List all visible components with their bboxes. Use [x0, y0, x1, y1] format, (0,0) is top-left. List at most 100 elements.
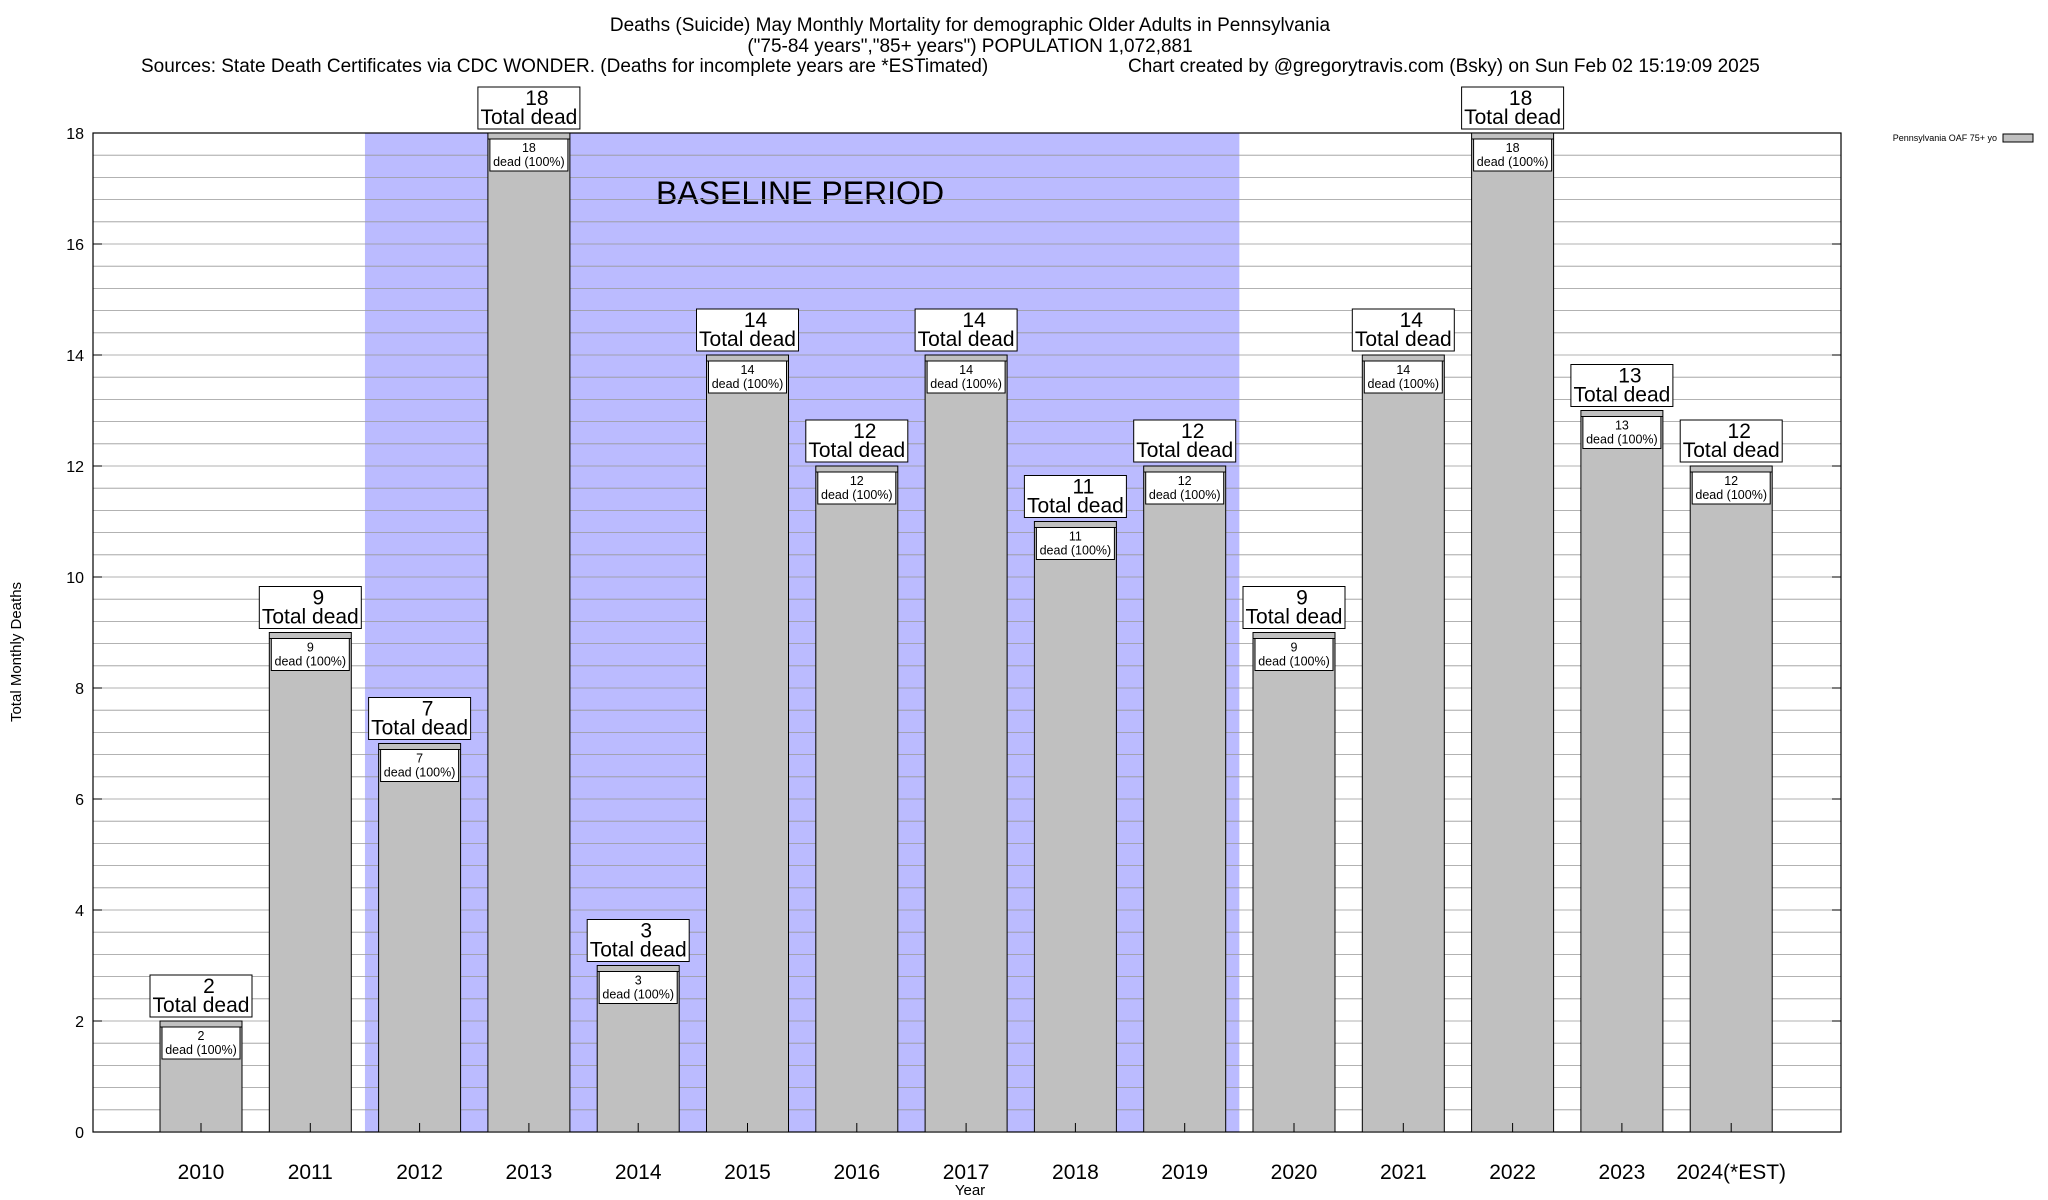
segment-label-count: 13: [1615, 419, 1629, 433]
segment-label-box: [161, 1026, 241, 1060]
segment-label-box: [380, 749, 460, 782]
segment-label-pct: dead (100%): [1695, 488, 1767, 502]
total-label-count: 14: [744, 309, 768, 332]
y-tick-label: 0: [75, 1125, 84, 1142]
segment-label-box: [1582, 416, 1662, 449]
segment-label-count: 9: [1291, 641, 1298, 655]
segment-label-pct: dead (100%): [712, 377, 784, 391]
segment-label-box: [270, 638, 350, 671]
segment-label-count: 18: [522, 141, 536, 155]
total-label-text: Total dead: [1246, 606, 1343, 629]
total-label-box: [805, 419, 909, 463]
segment-label-box: [489, 138, 569, 172]
total-label-text: Total dead: [1355, 328, 1452, 351]
segment-label-count: 11: [1069, 530, 1082, 544]
y-tick-label: 14: [66, 348, 84, 365]
total-label-text: Total dead: [1683, 439, 1780, 462]
segment-label-box: [1254, 638, 1334, 671]
chart-title: Deaths (Suicide) May Monthly Mortality f…: [610, 15, 1331, 36]
x-tick-label: 2021: [1380, 1161, 1427, 1184]
total-label-box: [1570, 364, 1674, 407]
total-label-text: Total dead: [1136, 439, 1233, 462]
segment-label-pct: dead (100%): [930, 377, 1002, 391]
total-label-box: [914, 308, 1018, 352]
y-axis-label: Total Monthly Deaths: [8, 582, 25, 722]
baseline-period-label: BASELINE PERIOD: [656, 175, 944, 211]
bar: [268, 632, 352, 1133]
chart-credit: Chart created by @gregorytravis.com (Bsk…: [1128, 56, 1760, 77]
segment-label-count: 2: [198, 1029, 205, 1043]
bar: [378, 743, 462, 1133]
total-label-count: 9: [1296, 587, 1308, 610]
x-tick-label: 2011: [288, 1161, 333, 1184]
x-tick-label: 2022: [1489, 1161, 1536, 1184]
y-tick-label: 12: [66, 459, 84, 476]
legend-label: Pennsylvania OAF 75+ yo: [1893, 133, 1997, 143]
bar: [487, 132, 571, 1133]
segment-label-box: [1473, 138, 1553, 172]
chart-sources: Sources: State Death Certificates via CD…: [141, 56, 988, 77]
segment-label-box: [1145, 471, 1225, 505]
y-tick-label: 8: [75, 681, 84, 698]
total-label-count: 12: [853, 420, 876, 443]
total-label-count: 9: [312, 587, 324, 610]
y-tick-label: 4: [75, 903, 84, 920]
total-label-text: Total dead: [1573, 384, 1670, 407]
total-label-count: 7: [422, 698, 434, 721]
bar: [706, 354, 789, 1133]
segment-label-count: 18: [1506, 141, 1520, 155]
segment-label-pct: dead (100%): [493, 155, 565, 169]
total-label-count: 11: [1072, 476, 1094, 499]
x-axis-label: Year: [955, 1182, 985, 1199]
y-tick-label: 6: [75, 792, 84, 809]
total-label-text: Total dead: [153, 994, 250, 1017]
total-label-box: [149, 974, 253, 1018]
bar: [1580, 410, 1664, 1133]
y-tick-label: 18: [66, 126, 84, 143]
segment-label-pct: dead (100%): [1040, 544, 1112, 558]
x-tick-label: 2016: [833, 1161, 880, 1184]
bar: [1361, 354, 1445, 1133]
segment-label-pct: dead (100%): [275, 655, 347, 669]
x-tick-label: 2013: [506, 1161, 553, 1184]
segment-label-pct: dead (100%): [165, 1043, 237, 1057]
total-label-box: [1242, 586, 1346, 629]
total-label-box: [1461, 86, 1565, 130]
total-label-count: 14: [1400, 309, 1424, 332]
x-tick-label: 2018: [1052, 1161, 1099, 1184]
bar: [1143, 465, 1227, 1133]
x-tick-label: 2010: [178, 1161, 225, 1184]
segment-label-box: [1363, 360, 1443, 394]
x-axis-ticks: 2010 2011 2012 2013 2014 2015 2016 2017 2018 2019…: [178, 1123, 1786, 1184]
segment-label-box: [1691, 471, 1771, 505]
total-label-text: Total dead: [590, 939, 687, 962]
x-tick-label: 2014: [615, 1161, 662, 1184]
bars: [159, 132, 1773, 1133]
total-label-text: Total dead: [918, 328, 1015, 351]
segment-label-count: 12: [1178, 474, 1192, 488]
segment-label-count: 12: [1724, 474, 1738, 488]
y-tick-label: 10: [66, 570, 84, 587]
total-label-text: Total dead: [1464, 106, 1561, 129]
total-label-box: [1351, 308, 1455, 352]
segment-label-box: [708, 360, 787, 394]
total-label-text: Total dead: [371, 717, 468, 740]
segment-label-pct: dead (100%): [1586, 433, 1658, 447]
x-tick-label: 2023: [1599, 1161, 1646, 1184]
segment-label-box: [598, 971, 678, 1004]
bar: [1252, 632, 1336, 1133]
total-label-count: 12: [1181, 420, 1204, 443]
total-label-box: [1679, 419, 1783, 463]
total-label-count: 18: [1509, 87, 1532, 110]
total-label-count: 3: [640, 920, 652, 943]
segment-label-pct: dead (100%): [602, 988, 674, 1002]
bar: [1471, 132, 1555, 1133]
segment-label-count: 7: [416, 752, 423, 766]
segment-label-pct: dead (100%): [821, 488, 893, 502]
y-axis-ticks: 0 2 4 6 8 10 12 14 16 18: [66, 126, 1841, 1142]
y-tick-label: 16: [66, 237, 84, 254]
total-label-text: Total dead: [808, 439, 905, 462]
segment-label-box: [926, 360, 1006, 394]
